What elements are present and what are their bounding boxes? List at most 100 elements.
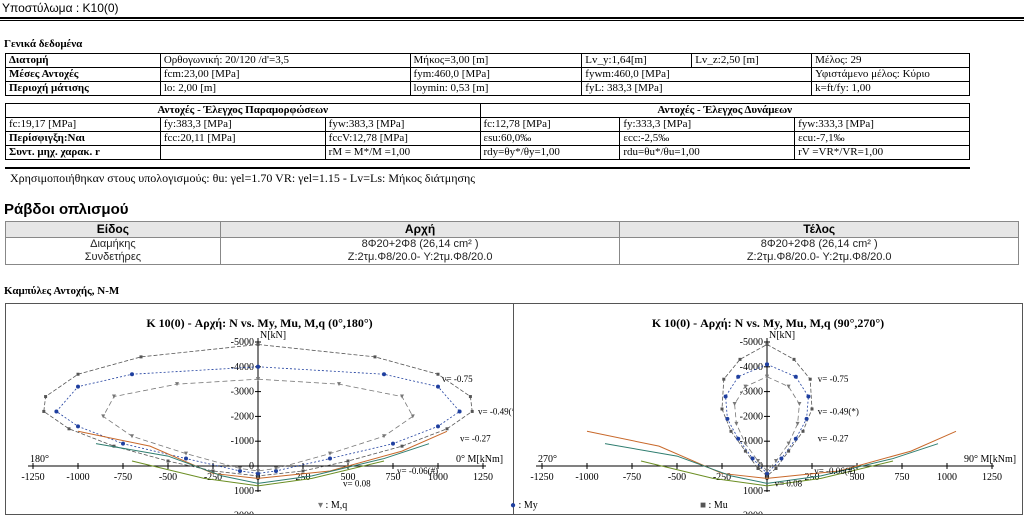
table-cell: fym:460,0 [MPa] — [409, 67, 583, 82]
table-cell: Μήκος=3,00 [m] — [409, 53, 583, 68]
nm-chart-0-180: -1250 -1000 -750 -500 -250 0 250 500 750 1000 1250… — [21, 330, 513, 514]
data-point — [112, 444, 116, 448]
chart-panel-0-180: K 10(0) - Αρχή: N vs. My, Mu, M,q (0°,18… — [5, 303, 514, 515]
data-point — [765, 362, 769, 367]
header-rule — [0, 17, 1024, 19]
annotation: v= -0.49(*) — [818, 406, 859, 416]
force-check-header: Αντοχές - Έλεγχος Δυνάμεων — [479, 103, 970, 118]
y-axis-label: N[kN] — [769, 330, 795, 341]
data-point — [765, 374, 769, 379]
calculation-note: Χρησιμοποιήθηκαν στους υπολογισμούς: θu:… — [10, 171, 475, 185]
strength-table: Αντοχές - Έλεγχος Παραμορφώσεων Αντοχές … — [5, 103, 970, 160]
data-point — [256, 471, 260, 476]
x-tick-label: -750 — [623, 472, 641, 483]
data-point — [736, 374, 741, 379]
data-point — [256, 377, 260, 382]
x-tick-label: -1250 — [530, 472, 553, 483]
annotation: v= -0.27 — [460, 434, 491, 444]
table-cell: fc:12,78 [MPa] — [479, 117, 621, 132]
general-data-table: Διατομή Ορθογωνική: 20/120 /d'=3,5 Μήκος… — [5, 53, 970, 96]
data-point — [184, 451, 188, 456]
x-axis-label: 0° M[kNm] — [456, 454, 503, 465]
y-tick-label: -3000 — [231, 387, 254, 398]
x-tick-label: -1000 — [66, 472, 89, 483]
data-point — [795, 421, 800, 426]
data-point — [732, 402, 737, 406]
data-point — [54, 409, 59, 414]
annotation: v= 0.08 — [343, 478, 371, 488]
data-point — [797, 402, 802, 406]
x-tick-label: 0 — [765, 472, 770, 483]
table-cell: fyw:333,3 [MPa] — [794, 117, 970, 132]
data-point — [736, 436, 741, 441]
table-row: fc:19,17 [MPa] fy:383,3 [MPa] fyw:383,3 … — [5, 117, 970, 132]
table-cell: Lv_y:1,64[m] — [581, 53, 693, 68]
table-row: Αντοχές - Έλεγχος Παραμορφώσεων Αντοχές … — [5, 103, 970, 118]
general-section-title: Γενικά δεδομένα — [4, 38, 83, 50]
annotation: v= -0.06(#) — [397, 466, 438, 476]
x-tick-label: 1250 — [473, 472, 493, 483]
data-point — [112, 394, 116, 399]
y-tick-label: -4000 — [231, 362, 254, 373]
table-cell: rdu=θu*/θu=1,00 — [619, 145, 796, 160]
data-point — [44, 395, 48, 399]
y-axis-label: N[kN] — [260, 330, 286, 341]
series-line-mu — [721, 344, 813, 477]
table-cell: εcu:-7,1‰ — [794, 131, 970, 146]
data-point — [382, 372, 386, 377]
legend-my: ● : My — [510, 500, 538, 511]
series-line-mq — [102, 378, 414, 472]
curve-orange — [586, 430, 957, 479]
data-point — [722, 377, 726, 381]
data-point — [436, 372, 440, 376]
y-tick-label: -2000 — [231, 411, 254, 422]
x-tick-label: 750 — [386, 472, 401, 483]
table-cell: fy:333,3 [MPa] — [619, 117, 796, 132]
data-point — [256, 342, 260, 346]
chart-title: K 10(0) - Αρχή: N vs. My, Mu, M,q (0°,18… — [146, 316, 373, 330]
table-cell: fcm:23,00 [MPa] — [159, 67, 411, 82]
table-cell — [159, 145, 326, 160]
y-tick-label: 2000 — [743, 511, 763, 514]
table-cell: lo: 2,00 [m] — [159, 81, 411, 96]
data-point — [67, 427, 71, 431]
table-row: Συνδετήρες Z:2τμ.Φ8/20.0- Y:2τμ.Φ8/20.0 … — [5, 251, 1019, 265]
data-point — [793, 436, 798, 441]
data-point — [729, 429, 733, 433]
data-point — [765, 471, 769, 476]
y-tick-label: -5000 — [740, 337, 763, 348]
data-point — [121, 441, 125, 446]
column-header: Τέλος — [619, 221, 1019, 238]
data-point — [801, 429, 805, 433]
curve-orange — [77, 430, 448, 479]
table-cell: fccV:12,78 [MPa] — [324, 131, 481, 146]
annotation: v= 0.08 — [775, 478, 803, 488]
rebars-table: Είδος Αρχή Τέλος Διαμήκης 8Φ20+2Φ8 (26,1… — [5, 221, 1019, 265]
data-point — [238, 468, 242, 473]
data-point — [328, 451, 332, 456]
curve-teal — [95, 443, 430, 484]
data-point — [328, 456, 332, 461]
table-cell: fyw:383,3 [MPa] — [324, 117, 481, 132]
y-tick-label: 2000 — [234, 511, 254, 514]
y-tick-label: 1000 — [743, 486, 763, 497]
table-cell: rdy=θy*/θy=1,00 — [479, 145, 621, 160]
data-point — [211, 469, 215, 473]
table-row: Συντ. μηχ. χαρακ. r rM = M*/M =1,00 rdy=… — [5, 145, 970, 160]
data-point — [786, 441, 791, 446]
data-point — [101, 414, 106, 419]
data-point — [256, 364, 260, 369]
table-header-row: Είδος Αρχή Τέλος — [5, 221, 1019, 238]
left-angle-label: 180° — [30, 454, 49, 465]
table-row: Περιοχή μάτισης lo: 2,00 [m] loymin: 0,5… — [5, 81, 970, 96]
data-point — [756, 459, 760, 464]
table-cell: rV =VR*/VR=1,00 — [794, 145, 970, 160]
data-point — [382, 434, 386, 439]
data-point — [76, 384, 80, 389]
y-tick-label: 0 — [249, 461, 254, 472]
data-point — [720, 407, 724, 411]
table-cell: Z:2τμ.Φ8/20.0- Y:2τμ.Φ8/20.0 — [219, 251, 621, 265]
table-cell: Υφιστάμενο μέλος: Κύριο — [811, 67, 970, 82]
curve-green — [640, 460, 894, 487]
data-point — [274, 466, 278, 471]
